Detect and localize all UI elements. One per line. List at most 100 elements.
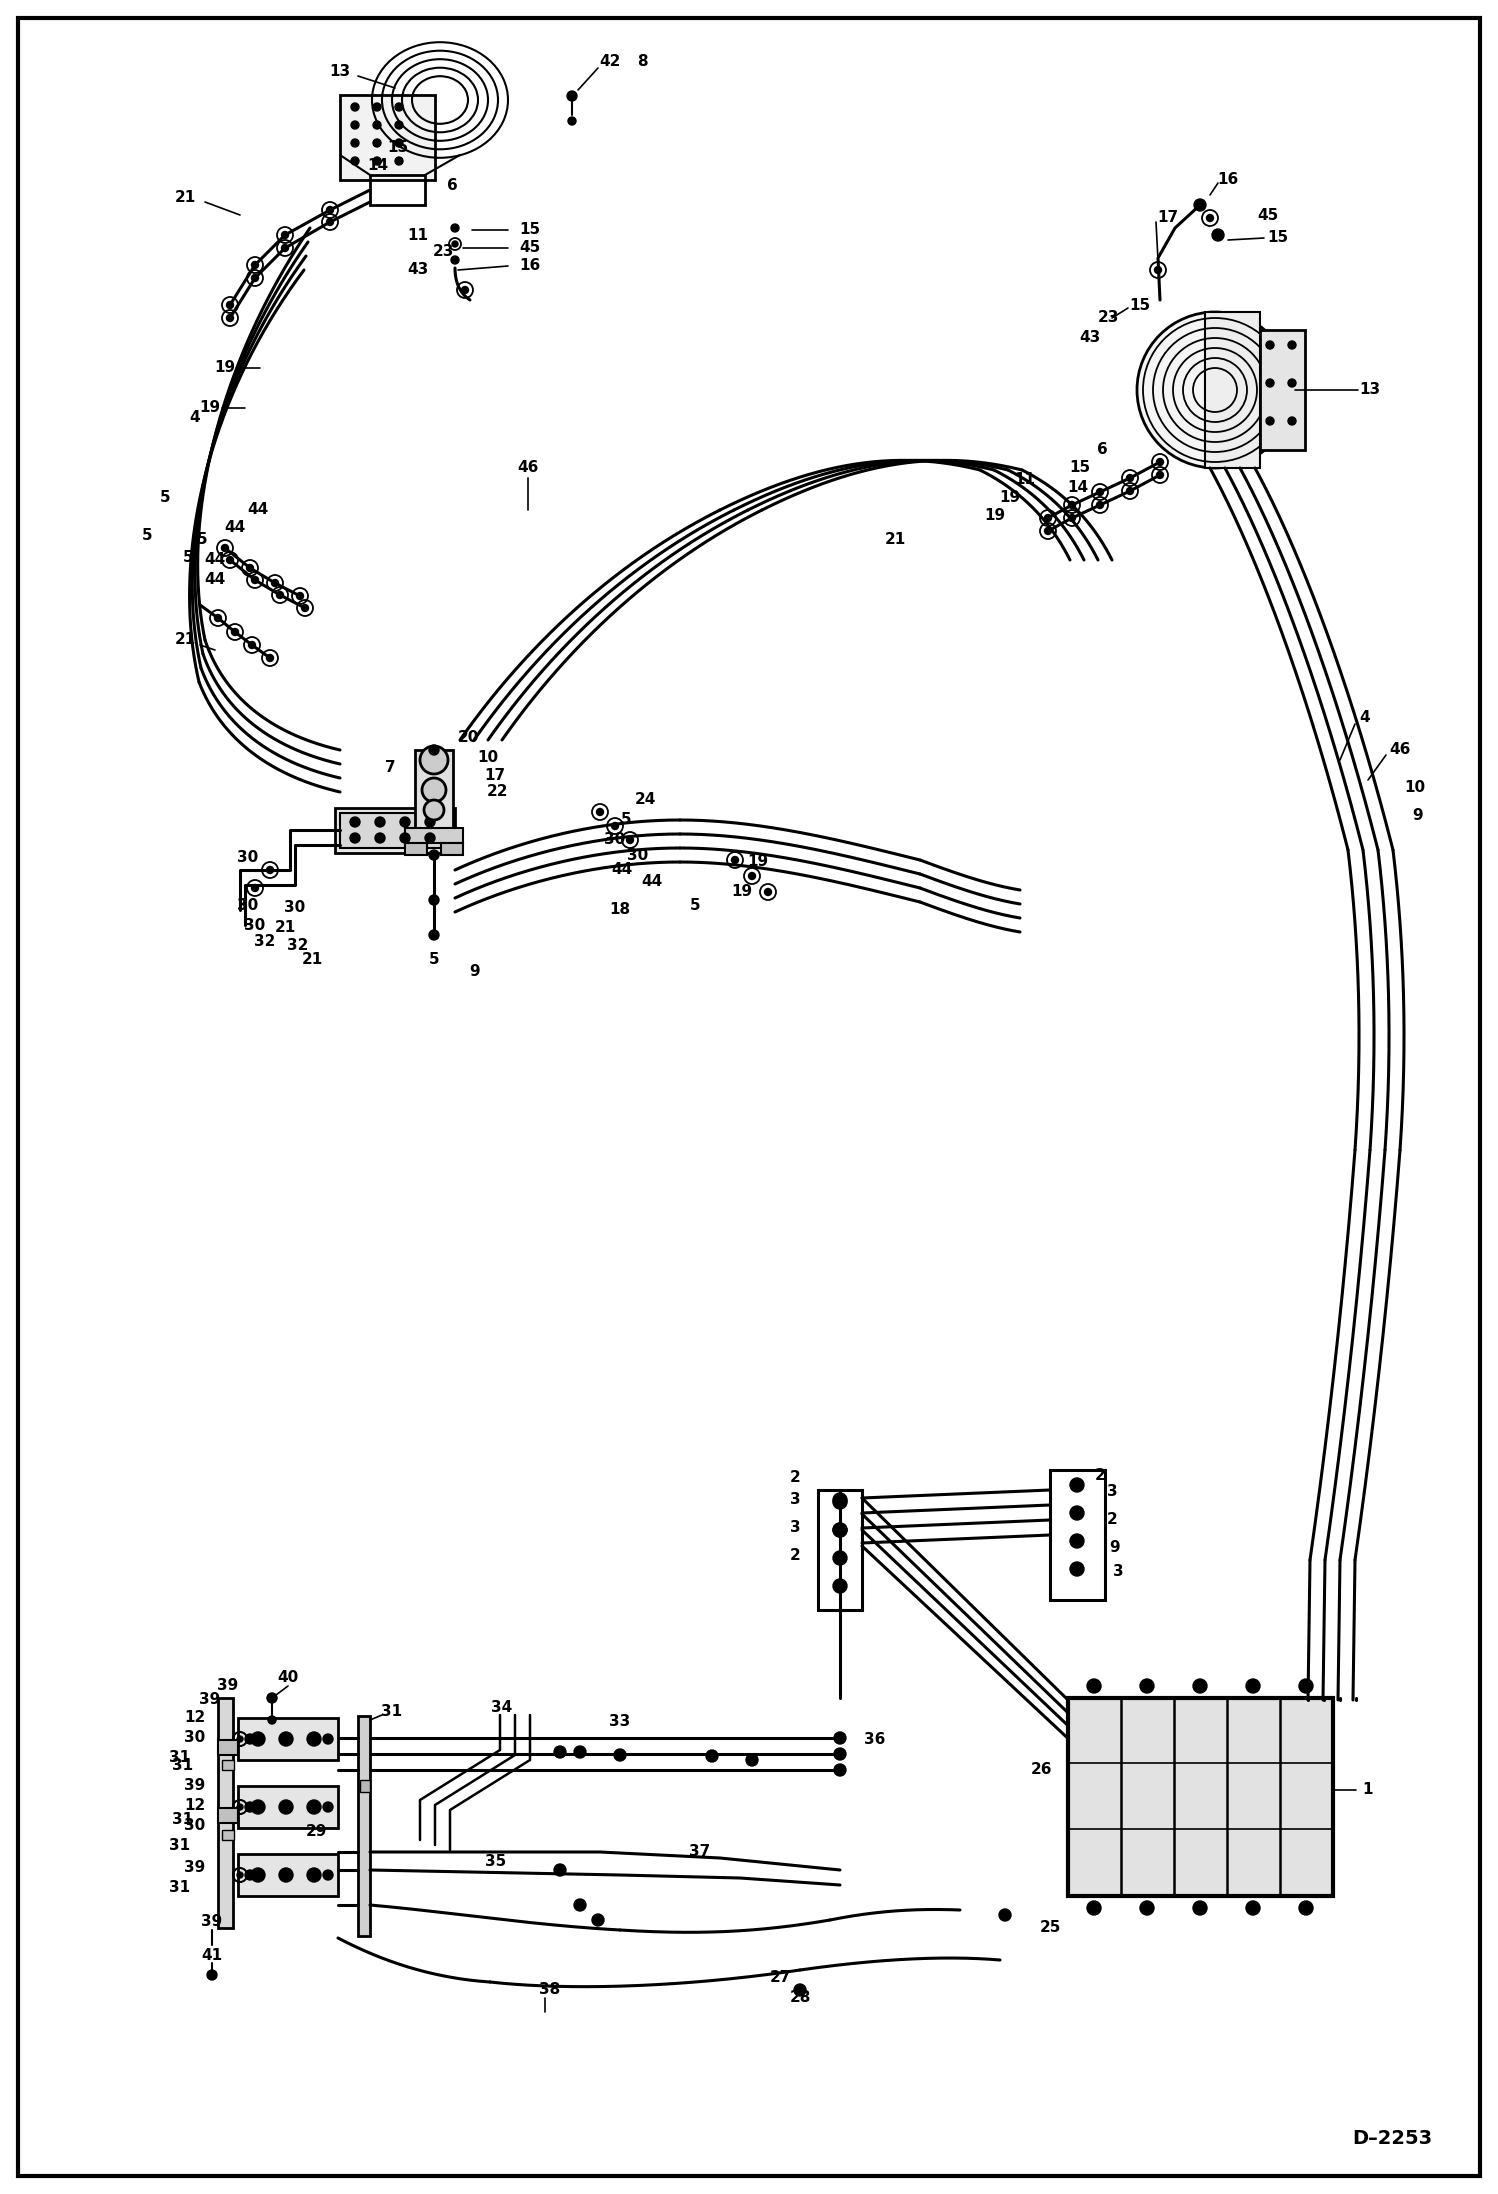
Circle shape <box>373 138 380 147</box>
Text: 16: 16 <box>1218 173 1239 186</box>
Circle shape <box>400 834 410 842</box>
Text: 13: 13 <box>1360 382 1381 397</box>
Circle shape <box>568 90 577 101</box>
Text: 26: 26 <box>1031 1762 1053 1777</box>
Text: 30: 30 <box>628 847 649 862</box>
Circle shape <box>246 1733 255 1744</box>
Text: 31: 31 <box>172 1812 193 1828</box>
Text: 46: 46 <box>1389 742 1411 757</box>
Circle shape <box>279 1731 294 1746</box>
Circle shape <box>833 1580 846 1593</box>
Circle shape <box>1044 516 1052 522</box>
Circle shape <box>1206 215 1213 222</box>
Bar <box>818 1490 861 1610</box>
Circle shape <box>237 1735 243 1742</box>
Text: 19: 19 <box>999 491 1020 505</box>
Text: 33: 33 <box>610 1714 631 1729</box>
Bar <box>358 1716 370 1935</box>
Text: D–2253: D–2253 <box>1351 2128 1432 2148</box>
Text: 3: 3 <box>1107 1485 1118 1499</box>
Circle shape <box>1156 459 1164 465</box>
Text: 6: 6 <box>446 178 457 193</box>
Text: 30: 30 <box>184 1817 205 1832</box>
Text: 10: 10 <box>1405 781 1426 796</box>
Circle shape <box>279 1799 294 1814</box>
Circle shape <box>214 614 222 621</box>
Text: 38: 38 <box>539 1983 560 1997</box>
Circle shape <box>373 121 380 129</box>
Circle shape <box>1044 527 1052 535</box>
Circle shape <box>794 1983 806 1997</box>
Circle shape <box>574 1746 586 1757</box>
Circle shape <box>307 1867 321 1882</box>
Circle shape <box>301 606 309 612</box>
Text: 23: 23 <box>433 244 454 259</box>
Circle shape <box>207 1970 217 1979</box>
Circle shape <box>1299 1678 1314 1694</box>
Text: 44: 44 <box>247 502 268 518</box>
Text: 43: 43 <box>1080 331 1101 344</box>
Circle shape <box>451 257 458 263</box>
Text: 9: 9 <box>1110 1540 1121 1556</box>
Text: 12: 12 <box>184 1711 205 1724</box>
Text: 23: 23 <box>1098 312 1119 325</box>
Circle shape <box>833 1523 846 1538</box>
Text: 5: 5 <box>689 897 700 913</box>
Bar <box>222 1830 234 1841</box>
Text: 15: 15 <box>1070 461 1091 476</box>
Circle shape <box>395 138 403 147</box>
Circle shape <box>1266 380 1273 386</box>
Text: 7: 7 <box>385 761 395 774</box>
Circle shape <box>1212 228 1224 241</box>
Text: 35: 35 <box>485 1854 506 1869</box>
Bar <box>336 807 455 853</box>
Circle shape <box>277 592 283 599</box>
Circle shape <box>1126 487 1134 494</box>
Circle shape <box>833 1551 846 1564</box>
Circle shape <box>237 1803 243 1810</box>
Circle shape <box>626 836 634 842</box>
Circle shape <box>611 823 619 829</box>
Circle shape <box>834 1764 846 1775</box>
Text: 29: 29 <box>306 1825 327 1839</box>
Circle shape <box>833 1523 846 1538</box>
Circle shape <box>267 867 274 873</box>
Circle shape <box>1299 1900 1314 1915</box>
Circle shape <box>268 1716 276 1724</box>
Text: 30: 30 <box>184 1731 205 1746</box>
Text: 15: 15 <box>1267 230 1288 246</box>
Circle shape <box>451 224 458 233</box>
Circle shape <box>1088 1678 1101 1694</box>
Circle shape <box>237 1871 243 1878</box>
Circle shape <box>324 1733 333 1744</box>
Circle shape <box>279 1867 294 1882</box>
Text: 39: 39 <box>184 1779 205 1792</box>
Circle shape <box>395 103 403 112</box>
Bar <box>238 1786 339 1828</box>
Circle shape <box>1266 340 1273 349</box>
Circle shape <box>1288 340 1296 349</box>
Circle shape <box>428 746 439 755</box>
Circle shape <box>374 834 385 842</box>
Circle shape <box>252 1731 265 1746</box>
Text: 34: 34 <box>491 1700 512 1716</box>
Text: 12: 12 <box>184 1799 205 1814</box>
Circle shape <box>746 1753 758 1766</box>
Text: 46: 46 <box>517 461 539 476</box>
Bar <box>404 842 427 856</box>
Text: 19: 19 <box>199 402 220 415</box>
Circle shape <box>1266 417 1273 426</box>
Text: 44: 44 <box>225 520 246 535</box>
Text: 5: 5 <box>142 529 153 544</box>
Circle shape <box>574 1900 586 1911</box>
Text: 39: 39 <box>184 1861 205 1876</box>
Circle shape <box>568 116 577 125</box>
Circle shape <box>1192 1678 1207 1694</box>
Bar <box>404 827 463 842</box>
Circle shape <box>428 930 439 939</box>
Text: 32: 32 <box>255 935 276 950</box>
Circle shape <box>252 884 259 891</box>
Text: 4: 4 <box>190 410 201 426</box>
Circle shape <box>1070 1534 1085 1549</box>
Circle shape <box>833 1492 846 1507</box>
